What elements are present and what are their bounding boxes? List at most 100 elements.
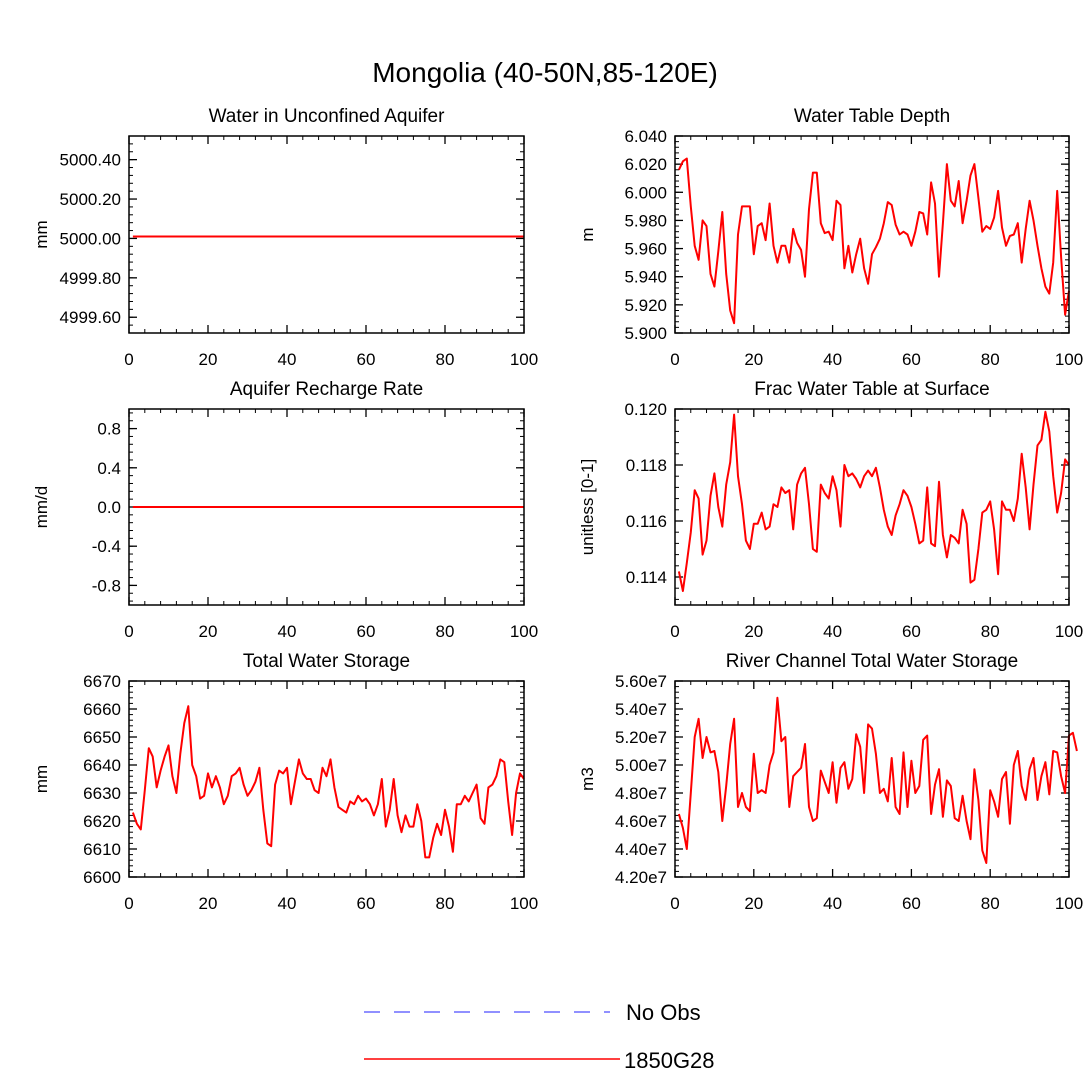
y-tick-label: 6660 xyxy=(83,700,121,719)
plot-frame xyxy=(674,680,1070,878)
y-axis-label: mm xyxy=(32,765,51,793)
y-tick-label: 6.020 xyxy=(624,155,667,174)
y-tick-label: 5.920 xyxy=(624,296,667,315)
y-tick-label: 6.040 xyxy=(624,127,667,146)
x-tick-label: 40 xyxy=(823,894,842,913)
y-tick-label: 0.116 xyxy=(626,512,667,531)
y-tick-label: 4.40e7 xyxy=(615,840,667,859)
chart-panel-2: Water Table Depth m 0 20 40 60 80 100 5.900 5.920… xyxy=(578,106,1083,369)
y-axis-label: mm xyxy=(32,220,51,248)
y-tick-label: 6620 xyxy=(83,812,121,831)
y-tick-label: 6630 xyxy=(83,784,121,803)
x-tick-label: 20 xyxy=(744,894,763,913)
chart-title: Water in Unconfined Aquifer xyxy=(209,106,446,127)
y-tick-label: 5000.40 xyxy=(60,151,121,170)
y-tick-label: 5000.20 xyxy=(60,190,121,209)
y-tick-label: 5.980 xyxy=(624,211,667,230)
y-tick-label: 5.00e7 xyxy=(615,756,667,775)
chart-title: Aquifer Recharge Rate xyxy=(230,379,423,400)
x-tick-label: 80 xyxy=(436,894,455,913)
plot-frame xyxy=(128,408,525,606)
series-line-1850g28 xyxy=(131,705,525,859)
y-tick-label: 4999.80 xyxy=(60,269,121,288)
y-tick-label: -0.4 xyxy=(92,537,121,556)
x-tick-label: 0 xyxy=(124,894,133,913)
y-tick-label: 6670 xyxy=(83,672,121,691)
x-tick-label: 60 xyxy=(902,350,921,369)
series-line-1850g28 xyxy=(677,696,1078,864)
y-tick-label: 4999.60 xyxy=(60,308,121,327)
y-tick-label: 0.0 xyxy=(97,498,121,517)
y-tick-label: 6640 xyxy=(83,756,121,775)
x-tick-label: 20 xyxy=(744,350,763,369)
plot-frame xyxy=(674,135,1070,334)
x-tick-label: 100 xyxy=(510,894,538,913)
x-tick-label: 100 xyxy=(1055,622,1083,641)
y-tick-label: 5.900 xyxy=(624,324,667,343)
x-tick-label: 100 xyxy=(1055,350,1083,369)
y-axis-label: m3 xyxy=(578,767,597,791)
y-tick-label: 6610 xyxy=(83,840,121,859)
x-tick-label: 100 xyxy=(510,350,538,369)
x-tick-label: 100 xyxy=(510,622,538,641)
x-tick-label: 80 xyxy=(436,622,455,641)
x-tick-label: 80 xyxy=(981,350,1000,369)
y-tick-label: 6600 xyxy=(83,868,121,887)
x-tick-label: 0 xyxy=(670,350,679,369)
y-tick-label: 5.940 xyxy=(624,268,667,287)
x-tick-label: 20 xyxy=(199,622,218,641)
x-tick-label: 40 xyxy=(823,350,842,369)
chart-panel-5: Total Water Storage mm 0 20 40 60 80 100 6600 661… xyxy=(32,651,538,913)
legend-label-no-obs: No Obs xyxy=(626,1000,701,1025)
y-axis-label: mm/d xyxy=(32,486,51,529)
x-tick-label: 60 xyxy=(357,622,376,641)
series-line-1850g28 xyxy=(677,410,1070,592)
x-tick-label: 60 xyxy=(357,350,376,369)
x-tick-label: 100 xyxy=(1055,894,1083,913)
y-tick-label: 4.80e7 xyxy=(615,784,667,803)
x-tick-label: 40 xyxy=(823,622,842,641)
y-axis-label: m xyxy=(578,227,597,241)
plot-frame xyxy=(128,135,525,334)
chart-title: Water Table Depth xyxy=(794,106,950,127)
x-tick-label: 60 xyxy=(902,622,921,641)
y-tick-label: 5.20e7 xyxy=(615,728,667,747)
x-tick-label: 20 xyxy=(744,622,763,641)
x-tick-label: 60 xyxy=(902,894,921,913)
plot-frame xyxy=(128,680,525,878)
y-tick-label: 0.118 xyxy=(626,456,667,475)
panels: Water in Unconfined Aquifer mm 0 20 40 60 80 10… xyxy=(32,106,1083,913)
y-tick-label: 6.000 xyxy=(624,183,667,202)
x-tick-label: 0 xyxy=(124,622,133,641)
x-tick-label: 0 xyxy=(670,894,679,913)
y-axis-label: unitless [0-1] xyxy=(578,459,597,555)
chart-title: Total Water Storage xyxy=(243,651,410,672)
x-tick-label: 40 xyxy=(278,622,297,641)
plot-frame xyxy=(674,408,1070,606)
legend: No Obs 1850G28 xyxy=(364,1000,715,1073)
y-tick-label: 6650 xyxy=(83,728,121,747)
x-tick-label: 20 xyxy=(199,894,218,913)
x-tick-label: 80 xyxy=(981,622,1000,641)
x-tick-label: 0 xyxy=(124,350,133,369)
x-tick-label: 60 xyxy=(357,894,376,913)
x-tick-label: 20 xyxy=(199,350,218,369)
x-tick-label: 40 xyxy=(278,894,297,913)
x-tick-label: 80 xyxy=(981,894,1000,913)
y-tick-label: 5000.00 xyxy=(60,229,121,248)
y-tick-label: 5.40e7 xyxy=(615,700,667,719)
chart-title: River Channel Total Water Storage xyxy=(726,651,1019,672)
chart-title: Frac Water Table at Surface xyxy=(754,379,990,400)
chart-panel-1: Water in Unconfined Aquifer mm 0 20 40 60 80 10… xyxy=(32,106,538,369)
x-tick-label: 0 xyxy=(670,622,679,641)
x-tick-label: 40 xyxy=(278,350,297,369)
y-tick-label: 4.20e7 xyxy=(615,868,667,887)
y-tick-label: 5.60e7 xyxy=(615,672,667,691)
figure-title: Mongolia (40-50N,85-120E) xyxy=(372,57,718,88)
y-tick-label: 5.960 xyxy=(624,240,667,259)
y-tick-label: 0.8 xyxy=(97,420,121,439)
x-tick-label: 80 xyxy=(436,350,455,369)
y-tick-label: 0.4 xyxy=(97,459,121,478)
y-tick-label: 0.114 xyxy=(626,568,667,587)
